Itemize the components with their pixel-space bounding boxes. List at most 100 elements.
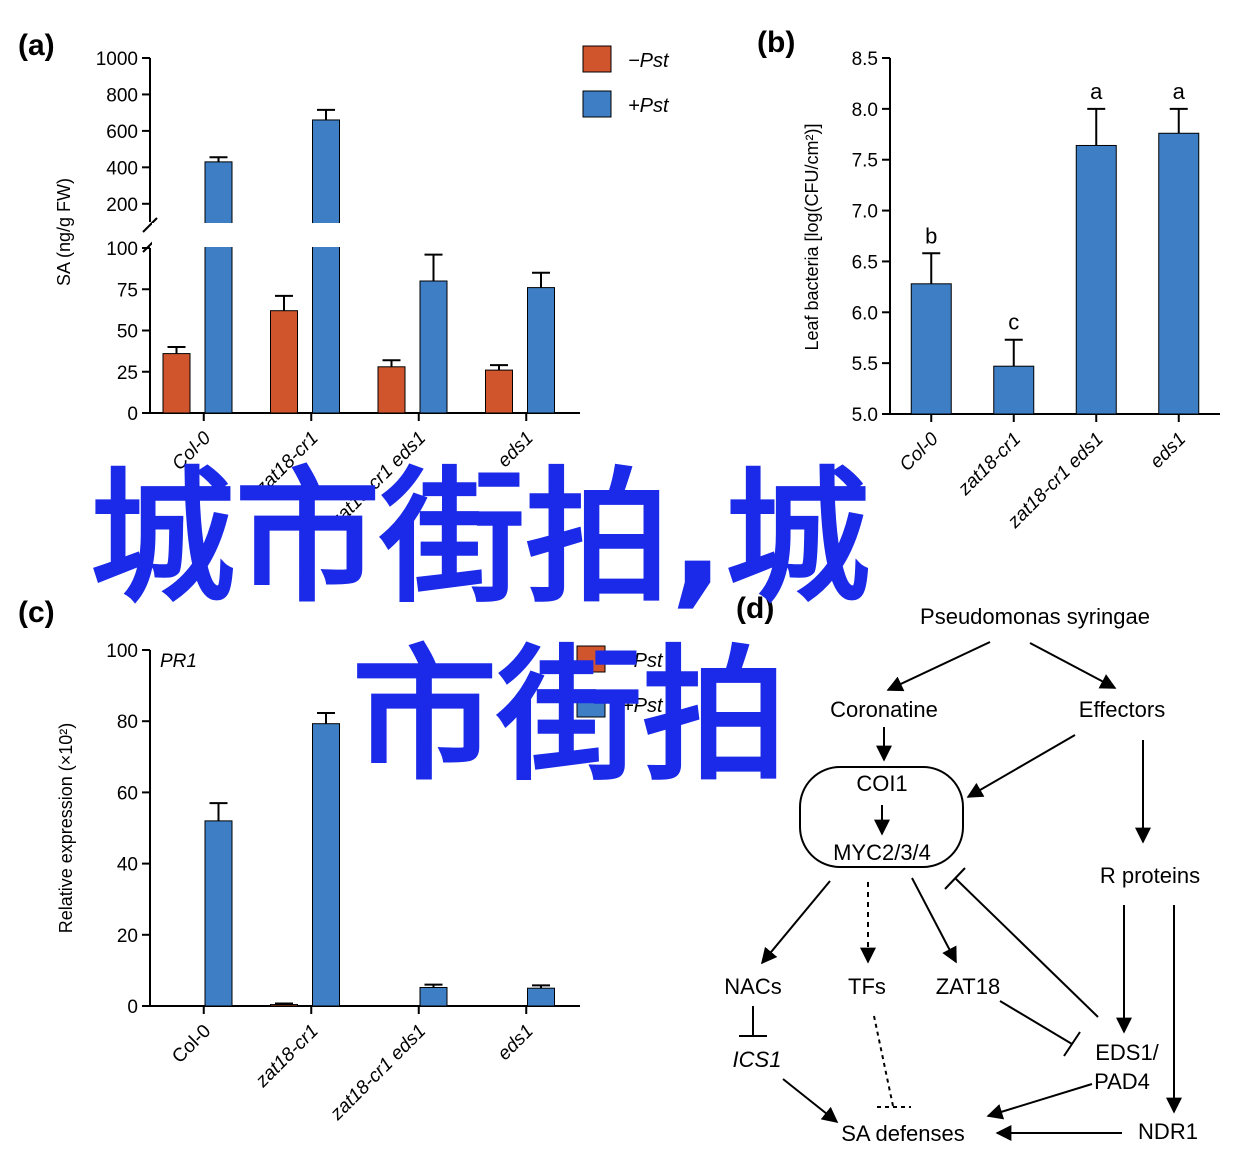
tick-label-b: 5.0 bbox=[852, 405, 878, 426]
bar-a-minus-pst bbox=[270, 310, 298, 414]
bar-a-plus-pst bbox=[312, 119, 340, 414]
significance-letter-b: a bbox=[1173, 79, 1186, 104]
tick-label-a-upper: 1000 bbox=[96, 49, 138, 70]
tick-label-a-upper: 400 bbox=[106, 158, 138, 179]
tick-label-a-lower: 100 bbox=[106, 239, 138, 260]
node-coronatine: Coronatine bbox=[830, 697, 938, 722]
tick-label-a-lower: 50 bbox=[117, 322, 138, 343]
node-tfs: TFs bbox=[848, 974, 886, 999]
bar-c-minus-pst bbox=[270, 1004, 298, 1007]
panel-a-bars bbox=[152, 108, 582, 414]
panel-a-legend: −Pst +Pst bbox=[582, 45, 670, 118]
legend-swatch-plus-pst bbox=[582, 90, 612, 118]
edge-myc-eds1-inhibit bbox=[954, 877, 1099, 1018]
tick-label-c: 80 bbox=[117, 712, 138, 733]
tick-label-c: 0 bbox=[127, 997, 138, 1018]
panel-c-legend: −Pst +Pst bbox=[576, 645, 664, 718]
node-zat18: ZAT18 bbox=[936, 974, 1000, 999]
category-label-b: eds1 bbox=[1146, 429, 1190, 473]
axis-a-break-1 bbox=[142, 217, 158, 233]
tick-label-a-upper: 800 bbox=[106, 85, 138, 106]
node-ics1: ICS1 bbox=[733, 1047, 782, 1072]
bar-a-minus-pst bbox=[485, 369, 513, 414]
edge-pathogen-effectors bbox=[1029, 642, 1117, 689]
legend-label-minus-pst: −Pst bbox=[622, 650, 664, 672]
panel-b-letter: (b) bbox=[757, 26, 795, 59]
bar-b bbox=[910, 283, 952, 415]
panel-c-bars bbox=[204, 712, 555, 1007]
category-label-c: eds1 bbox=[494, 1021, 538, 1065]
panel-c-ylabel: Relative expression (×10²) bbox=[56, 723, 76, 934]
tick-label-c: 60 bbox=[117, 783, 138, 804]
panel-b-bars: b c a a bbox=[910, 79, 1200, 415]
significance-letter-b: c bbox=[1008, 310, 1019, 335]
watermark: 城市街拍,城 市街拍 bbox=[90, 454, 870, 801]
node-r-proteins: R proteins bbox=[1100, 863, 1200, 888]
category-label-c: zat18-cr1 eds1 bbox=[326, 1021, 430, 1125]
edge-zat18-eds1-bar bbox=[1063, 1031, 1081, 1057]
category-label-b: Col-0 bbox=[896, 428, 943, 475]
legend-swatch-plus-pst bbox=[576, 690, 606, 718]
edge-myc-eds1-inhibit-bar bbox=[944, 867, 966, 890]
significance-letter-b: b bbox=[925, 223, 937, 248]
legend-label-plus-pst: +Pst bbox=[628, 95, 670, 117]
panel-c-letter: (c) bbox=[18, 596, 55, 629]
node-effectors: Effectors bbox=[1079, 697, 1165, 722]
watermark-line-2: 市街拍 bbox=[352, 632, 787, 801]
edge-ics1-sa bbox=[782, 1078, 839, 1123]
diagram-edges bbox=[739, 641, 1182, 1141]
edge-myc-zat18 bbox=[911, 877, 957, 964]
edge-eds1-sa bbox=[986, 1083, 1093, 1120]
bar-c-plus-pst bbox=[419, 986, 448, 1007]
tick-label-c: 40 bbox=[117, 855, 138, 876]
edge-pathogen-coronatine bbox=[886, 641, 991, 692]
panel-c-categories: Col-0 zat18-cr1 zat18-cr1 eds1 eds1 bbox=[168, 1021, 537, 1125]
watermark-line-1: 城市街拍,城 bbox=[90, 454, 870, 623]
edge-myc-nacs bbox=[760, 880, 831, 965]
bar-a-minus-pst bbox=[162, 353, 191, 414]
panel-a-ylabel: SA (ng/g FW) bbox=[54, 178, 74, 286]
tick-label-a-upper: 600 bbox=[106, 122, 138, 143]
tick-label-b: 7.0 bbox=[852, 202, 878, 223]
tick-label-a-upper: 200 bbox=[106, 195, 138, 216]
node-myc: MYC2/3/4 bbox=[833, 840, 931, 865]
category-label-c: Col-0 bbox=[168, 1021, 215, 1068]
bar-a-plus-pst bbox=[419, 280, 448, 414]
legend-swatch-minus-pst bbox=[582, 45, 612, 73]
tick-label-b: 8.5 bbox=[852, 49, 878, 70]
tick-label-b: 8.0 bbox=[852, 100, 878, 121]
tick-label-b: 6.5 bbox=[852, 252, 878, 273]
category-label-b: zat18-cr1 bbox=[954, 429, 1026, 501]
bar-c-plus-pst bbox=[312, 723, 340, 1007]
node-nacs: NACs bbox=[724, 974, 781, 999]
bar-c-plus-pst bbox=[527, 987, 555, 1007]
node-pathogen: Pseudomonas syringae bbox=[920, 604, 1150, 629]
tick-label-b: 7.5 bbox=[852, 151, 878, 172]
tick-label-a-lower: 25 bbox=[117, 363, 138, 384]
bar-a-minus-pst bbox=[377, 366, 406, 414]
tick-label-c: 100 bbox=[106, 641, 138, 662]
node-coi1: COI1 bbox=[856, 771, 907, 796]
complex-box bbox=[799, 766, 964, 868]
legend-swatch-minus-pst bbox=[576, 645, 606, 673]
bar-c-plus-pst bbox=[204, 820, 233, 1007]
tick-label-a-lower: 75 bbox=[117, 280, 138, 301]
legend-label-plus-pst: +Pst bbox=[622, 695, 664, 717]
panel-d-letter: (d) bbox=[736, 592, 774, 625]
panel-d: (d) Pseudomonas syringae Coronatine Effe… bbox=[724, 592, 1200, 1146]
edge-zat18-eds1 bbox=[999, 1000, 1073, 1045]
bar-a-plus-pst bbox=[527, 287, 555, 414]
tick-label-a-lower: 0 bbox=[127, 404, 138, 425]
edge-effectors-complex bbox=[966, 734, 1076, 798]
tick-label-b: 6.0 bbox=[852, 303, 878, 324]
panel-b-ylabel: Leaf bacteria [log(CFU/cm²)] bbox=[802, 123, 822, 350]
legend-label-minus-pst: −Pst bbox=[628, 50, 670, 72]
bar-b bbox=[1158, 132, 1200, 415]
panel-a-ticks: 0 25 50 75 100 200 400 600 800 1000 bbox=[96, 49, 580, 425]
tick-label-c: 20 bbox=[117, 926, 138, 947]
node-ndr1: NDR1 bbox=[1138, 1119, 1198, 1144]
significance-letter-b: a bbox=[1090, 79, 1103, 104]
tick-label-b: 5.5 bbox=[852, 354, 878, 375]
